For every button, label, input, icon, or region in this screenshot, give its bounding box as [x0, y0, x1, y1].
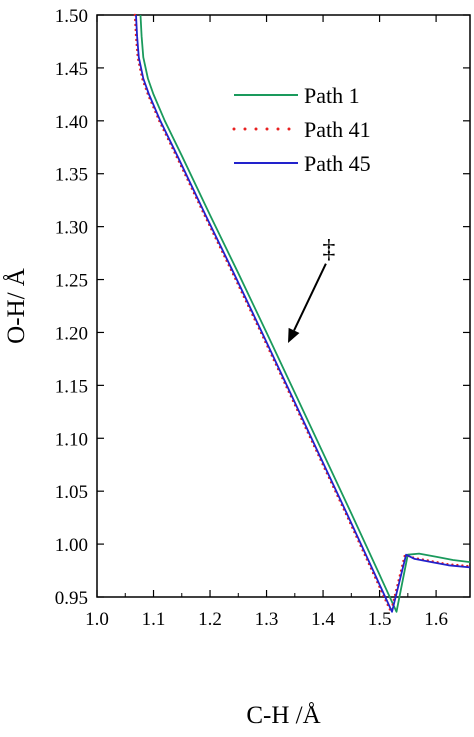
- legend-label-2: Path 41: [304, 117, 371, 142]
- x-tick-label: 1.4: [311, 609, 335, 630]
- x-tick-label: 1.6: [424, 609, 448, 630]
- y-tick-label: 1.00: [55, 535, 88, 556]
- x-tick-label: 1.2: [198, 609, 222, 630]
- x-tick-label: 1.5: [368, 609, 392, 630]
- y-tick-label: 1.45: [55, 59, 88, 80]
- y-tick-label: 1.20: [55, 323, 88, 344]
- y-tick-label: 0.95: [55, 588, 88, 609]
- y-tick-label: 1.15: [55, 376, 88, 397]
- y-tick-label: 1.05: [55, 482, 88, 503]
- y-tick-label: 1.25: [55, 271, 88, 292]
- x-tick-label: 1.1: [142, 609, 166, 630]
- annotation-group: ‡: [288, 235, 335, 344]
- y-axis-title: O-H/ Å: [3, 268, 30, 344]
- x-tick-label: 1.0: [85, 609, 109, 630]
- plot-area: 1.0 1.1 1.2 1.3 1.4 1.5 1.6 0.95 1.00 1.05 1.10 1.1…: [55, 6, 471, 630]
- y-tick-label: 1.10: [55, 429, 88, 450]
- y-tick-label: 1.50: [55, 6, 88, 27]
- y-tick-label: 1.30: [55, 218, 88, 239]
- annotation-arrow: [293, 263, 327, 331]
- series-line-3: [135, 14, 471, 613]
- legend-label-1: Path 1: [304, 83, 360, 108]
- y-tick-label: 1.35: [55, 165, 88, 186]
- y-tick-label: 1.40: [55, 112, 88, 133]
- annotation-arrowhead: [288, 327, 300, 344]
- annotation-label: ‡: [322, 235, 335, 264]
- series-group: [133, 13, 472, 613]
- x-tick-label: 1.3: [255, 609, 279, 630]
- x-axis-title: C-H /Å: [246, 702, 320, 729]
- legend: Path 1 Path 41 Path 45: [232, 83, 371, 176]
- series-line-1: [139, 14, 471, 613]
- legend-label-3: Path 45: [304, 151, 371, 176]
- plot-frame: [96, 14, 471, 598]
